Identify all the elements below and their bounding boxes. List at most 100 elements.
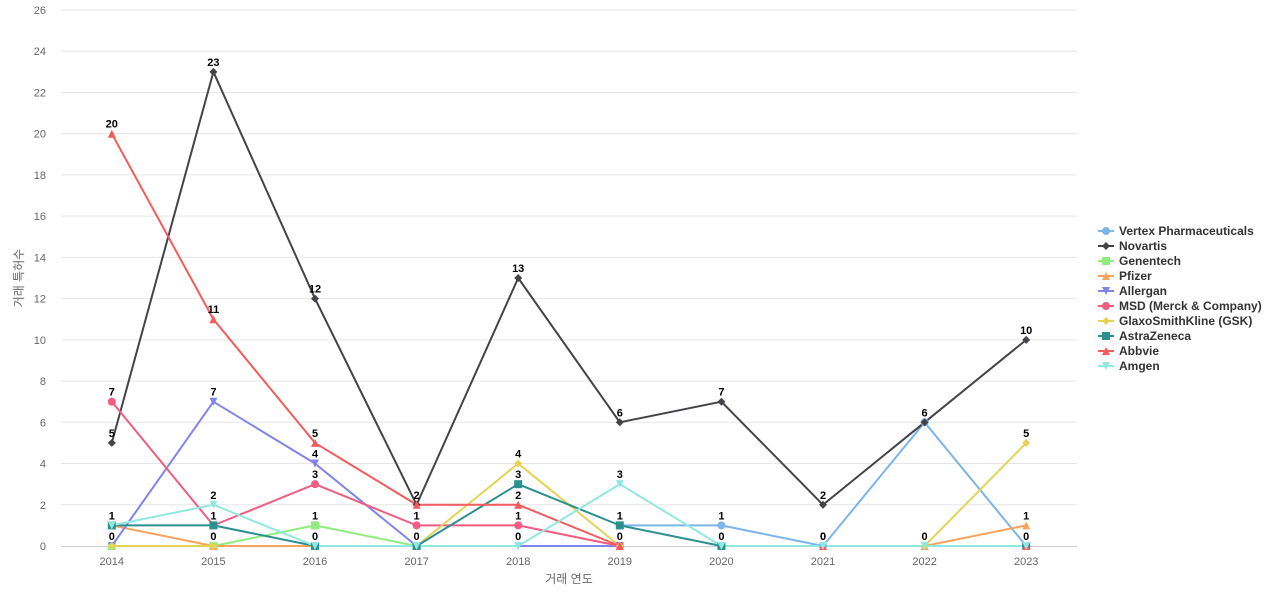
legend[interactable]: Vertex PharmaceuticalsNovartisGenentechP…: [1098, 224, 1262, 373]
data-label-allergan: 4: [312, 449, 319, 461]
legend-marker-icon: [1102, 257, 1110, 265]
legend-item-allergan[interactable]: Allergan: [1098, 284, 1167, 298]
legend-marker-icon: [1102, 317, 1110, 325]
y-tick-label: 0: [40, 541, 46, 553]
x-axis-ticks: 2014 2015 2016 2017 2018 2019 2020 2021 2022 2023: [100, 556, 1039, 568]
marker-glaxosmithkline-gsk: [1022, 438, 1031, 447]
series-line-glaxosmithkline-gsk: [923, 441, 1028, 547]
data-label-novartis: 10: [1020, 325, 1032, 337]
data-label-glaxosmithkline-gsk: 4: [515, 449, 522, 461]
data-label-astrazeneca: 1: [210, 510, 216, 522]
marker-amgen: [107, 521, 116, 530]
legend-label: GlaxoSmithKline (GSK): [1119, 314, 1252, 328]
legend-item-abbvie[interactable]: Abbvie: [1098, 344, 1159, 358]
marker-amgen: [819, 542, 827, 550]
data-label-pfizer: 0: [922, 531, 928, 543]
y-tick-label: 16: [34, 211, 46, 223]
data-label-novartis: 6: [617, 407, 623, 419]
marker-pfizer: [1022, 521, 1031, 530]
data-label-abbvie: 20: [106, 119, 118, 131]
marker-amgen: [615, 480, 624, 489]
series-lines: [110, 70, 1028, 547]
marker-msd-merck-company: [412, 521, 421, 530]
y-tick-label: 22: [34, 87, 46, 99]
data-label-vertex-pharmaceuticals: 0: [820, 531, 826, 543]
y-tick-label: 4: [40, 459, 46, 471]
legend-marker-icon: [1102, 227, 1110, 235]
legend-marker-icon: [1102, 302, 1110, 310]
data-label-astrazeneca: 0: [414, 531, 420, 543]
series-line-abbvie: [110, 132, 621, 547]
marker-abbvie: [311, 438, 319, 447]
data-label-novartis: 2: [414, 490, 420, 502]
data-label-allergan: 0: [515, 531, 521, 543]
x-axis-title: 거래 연도: [545, 572, 593, 586]
marker-novartis: [1022, 335, 1031, 344]
data-label-novartis: 12: [309, 284, 321, 296]
marker-novartis: [717, 397, 726, 406]
marker-glaxosmithkline-gsk: [107, 542, 116, 550]
series-line-novartis: [110, 70, 1028, 506]
legend-item-genentech[interactable]: Genentech: [1098, 254, 1181, 268]
x-tick-label: 2023: [1014, 556, 1038, 568]
series-line-amgen: [110, 483, 1028, 547]
marker-abbvie: [514, 500, 523, 509]
legend-item-astrazeneca[interactable]: AstraZeneca: [1098, 329, 1191, 343]
x-tick-label: 2017: [404, 556, 428, 568]
marker-novartis: [920, 418, 929, 427]
legend-label: MSD (Merck & Company): [1119, 299, 1262, 313]
data-label-genentech: 1: [312, 510, 318, 522]
data-label-novartis: 5: [109, 428, 115, 440]
legend-item-glaxosmithkline-gsk[interactable]: GlaxoSmithKline (GSK): [1098, 314, 1252, 328]
data-label-abbvie: 2: [515, 490, 521, 502]
data-label-novartis: 23: [207, 57, 219, 69]
marker-abbvie: [615, 542, 624, 550]
y-tick-label: 12: [34, 294, 46, 306]
data-label-novartis: 7: [718, 387, 724, 399]
marker-msd-merck-company: [514, 521, 523, 530]
legend-item-vertex-pharmaceuticals[interactable]: Vertex Pharmaceuticals: [1098, 224, 1254, 238]
marker-novartis: [819, 500, 827, 509]
data-label-astrazeneca: 0: [718, 531, 724, 543]
data-label-msd-merck-company: 1: [515, 510, 521, 522]
marker-glaxosmithkline-gsk: [514, 459, 523, 468]
legend-label: Abbvie: [1119, 344, 1159, 358]
data-label-msd-merck-company: 3: [312, 469, 318, 481]
marker-astrazeneca: [615, 521, 624, 530]
legend-item-amgen[interactable]: Amgen: [1098, 359, 1160, 373]
marker-allergan: [311, 459, 319, 468]
marker-vertex-pharmaceuticals: [717, 521, 726, 530]
data-label-astrazeneca: 3: [515, 469, 521, 481]
legend-marker-icon: [1102, 272, 1110, 280]
marker-abbvie: [412, 500, 421, 509]
data-label-allergan: 7: [210, 387, 216, 399]
legend-item-pfizer[interactable]: Pfizer: [1098, 269, 1152, 283]
x-tick-label: 2016: [303, 556, 327, 568]
data-label-msd-merck-company: 7: [109, 387, 115, 399]
marker-abbvie: [209, 315, 218, 324]
legend-item-msd-merck-company[interactable]: MSD (Merck & Company): [1098, 299, 1262, 313]
data-label-astrazeneca: 0: [1023, 531, 1029, 543]
marker-msd-merck-company: [311, 480, 319, 489]
y-tick-label: 10: [34, 335, 46, 347]
marker-astrazeneca: [209, 521, 218, 530]
legend-label: Allergan: [1119, 284, 1167, 298]
data-label-glaxosmithkline-gsk: 5: [1023, 428, 1029, 440]
legend-marker-icon: [1102, 362, 1110, 370]
marker-novartis: [209, 67, 218, 76]
data-label-abbvie: 11: [208, 304, 220, 316]
y-tick-label: 24: [34, 46, 46, 58]
legend-marker-icon: [1102, 347, 1110, 355]
data-label-novartis: 2: [820, 490, 826, 502]
x-tick-label: 2020: [709, 556, 733, 568]
x-tick-label: 2019: [608, 556, 632, 568]
legend-item-novartis[interactable]: Novartis: [1098, 239, 1167, 253]
marker-amgen: [514, 542, 523, 550]
y-axis-title: 거래 특허수: [12, 249, 26, 308]
x-tick-label: 2014: [100, 556, 124, 568]
data-label-amgen: 0: [312, 531, 318, 543]
data-label-novartis: 13: [512, 263, 524, 275]
